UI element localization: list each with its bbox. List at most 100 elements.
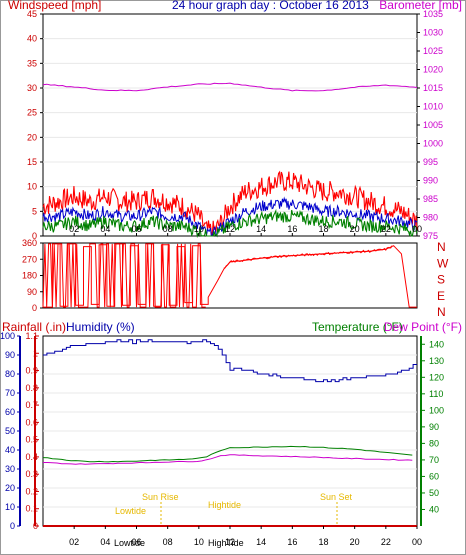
temperature-tick-label: 40 [429, 504, 439, 514]
wind-x-tick-label: 14 [256, 224, 266, 234]
wind-tick-label: 15 [27, 157, 37, 167]
wind-line-avg [42, 196, 418, 238]
direction-tick-label: 360 [22, 238, 37, 248]
direction-line [43, 243, 417, 308]
lower-x-tick-label: 10 [194, 537, 204, 547]
lower-panel-grid [43, 354, 417, 508]
baro-tick-label: 975 [423, 231, 438, 241]
baro-tick-label: 1020 [423, 65, 443, 75]
humidity-tick-label: 0 [10, 521, 15, 531]
temperature-tick-label: 110 [429, 389, 443, 399]
wind-tick-label: 0 [32, 231, 37, 241]
wind-tick-label: 5 [32, 206, 37, 216]
humidity-label: Humidity (%) [66, 320, 135, 334]
wind-panel-frame [42, 13, 418, 237]
compass-label: S [437, 273, 445, 287]
rainfall-label: Rainfall (.in) [2, 320, 66, 334]
temperature-tick-label: 120 [429, 372, 444, 382]
humidity-tick-label: 10 [5, 502, 15, 512]
temperature-line [42, 445, 413, 463]
wind-x-tick-label: 00 [412, 224, 422, 234]
wind-x-tick-label: 08 [163, 224, 173, 234]
humidity-tick-label: 20 [5, 483, 15, 493]
dewpoint-line [43, 454, 413, 465]
temperature-tick-label: 130 [429, 356, 444, 366]
humidity-tick-label: 90 [5, 350, 15, 360]
rainfall-tick-label: 0.4 [25, 452, 38, 462]
barometer-label: Barometer [mb] [379, 0, 462, 12]
baro-tick-label: 1025 [423, 46, 443, 56]
direction-tick-label: 270 [22, 254, 37, 264]
compass-label: W [437, 256, 449, 270]
rainfall-tick-label: 0.7 [25, 400, 38, 410]
direction-tick-label: 180 [22, 271, 37, 281]
rainfall-tick-label: 0.1 [25, 504, 38, 514]
lower-x-tick-label: 18 [318, 537, 328, 547]
lower-x-tick-label: 14 [256, 537, 266, 547]
humidity-tick-label: 60 [5, 407, 15, 417]
barometer-line [42, 82, 418, 92]
baro-tick-label: 1030 [423, 28, 443, 38]
lower-x-tick-label: 02 [69, 537, 79, 547]
lower-axis-bars: 0 10 20 30 40 50 60 70 80 90 100 0 0.1 0.2 0.3 0.4 0.5 0.… [0, 331, 444, 531]
rainfall-tick-label: 0.9 [25, 366, 38, 376]
compass-label: E [437, 289, 445, 303]
lower-x-tick-label: 04 [100, 537, 110, 547]
wind-tick-label: 40 [27, 34, 37, 44]
wind-x-tick-label: 16 [287, 224, 297, 234]
wind-x-ticks: 02 04 06 08 10 12 14 16 18 20 22 00 [69, 224, 422, 236]
wind-panel-grid [43, 38, 417, 212]
lower-x-tick-label: 12 [225, 537, 235, 547]
lower-x-tick-label: 22 [381, 537, 391, 547]
baro-tick-label: 985 [423, 194, 438, 204]
baro-tick-label: 980 [423, 213, 438, 223]
temperature-tick-label: 70 [429, 455, 439, 465]
rainfall-tick-label: 0.6 [25, 417, 38, 427]
direction-tick-label: 0 [32, 303, 37, 313]
temperature-tick-label: 140 [429, 339, 444, 349]
lower-x-ticks: 02 04 06 08 10 12 14 16 18 20 22 00 [69, 526, 422, 547]
wind-line-gust [42, 170, 418, 237]
wind-x-tick-label: 02 [69, 224, 79, 234]
wind-x-tick-label: 22 [381, 224, 391, 234]
sunrise-label: Sun Rise [142, 492, 179, 502]
compass-label: N [437, 305, 446, 319]
wind-tick-label: 45 [27, 9, 37, 19]
rainfall-tick-label: 0.3 [25, 469, 38, 479]
hightide-label: Hightide [208, 500, 241, 510]
direction-tick-label: 90 [27, 287, 37, 297]
wind-tick-label: 30 [27, 83, 37, 93]
baro-tick-label: 995 [423, 157, 438, 167]
direction-line-steady [223, 245, 393, 269]
windspeed-label: Windspeed [mph] [8, 0, 101, 12]
wind-tick-label: 35 [27, 58, 37, 68]
humidity-tick-label: 50 [5, 426, 15, 436]
baro-tick-label: 1005 [423, 120, 443, 130]
wind-line-low [42, 208, 418, 239]
temperature-tick-label: 100 [429, 405, 444, 415]
rainfall-tick-label: 1 [33, 348, 38, 358]
humidity-tick-label: 100 [0, 331, 15, 341]
lowtide-label: Lowtide [115, 506, 146, 516]
wind-x-tick-label: 04 [100, 224, 110, 234]
baro-tick-label: 1010 [423, 102, 443, 112]
axis-lowtide-label: Lowtide [114, 538, 145, 548]
baro-tick-label: 1035 [423, 9, 443, 19]
wind-x-tick-label: 10 [194, 224, 204, 234]
chart-title: 24 hour graph day : October 16 2013 [172, 0, 369, 12]
humidity-tick-label: 30 [5, 464, 15, 474]
direction-series [42, 243, 417, 308]
wind-x-tick-label: 12 [225, 224, 235, 234]
rainfall-tick-label: 0.2 [25, 486, 38, 496]
direction-jitter-line [42, 243, 206, 308]
temperature-label: Temperature (°F) [312, 320, 403, 334]
compass-label: N [437, 240, 446, 254]
baro-tick-label: 1000 [423, 139, 443, 149]
direction-axis-ticks: 0 90 180 270 360 [22, 238, 43, 313]
rainfall-tick-label: 0 [33, 521, 38, 531]
humidity-line [43, 339, 417, 383]
dewpoint-label: Dew Point (°F) [384, 320, 462, 334]
